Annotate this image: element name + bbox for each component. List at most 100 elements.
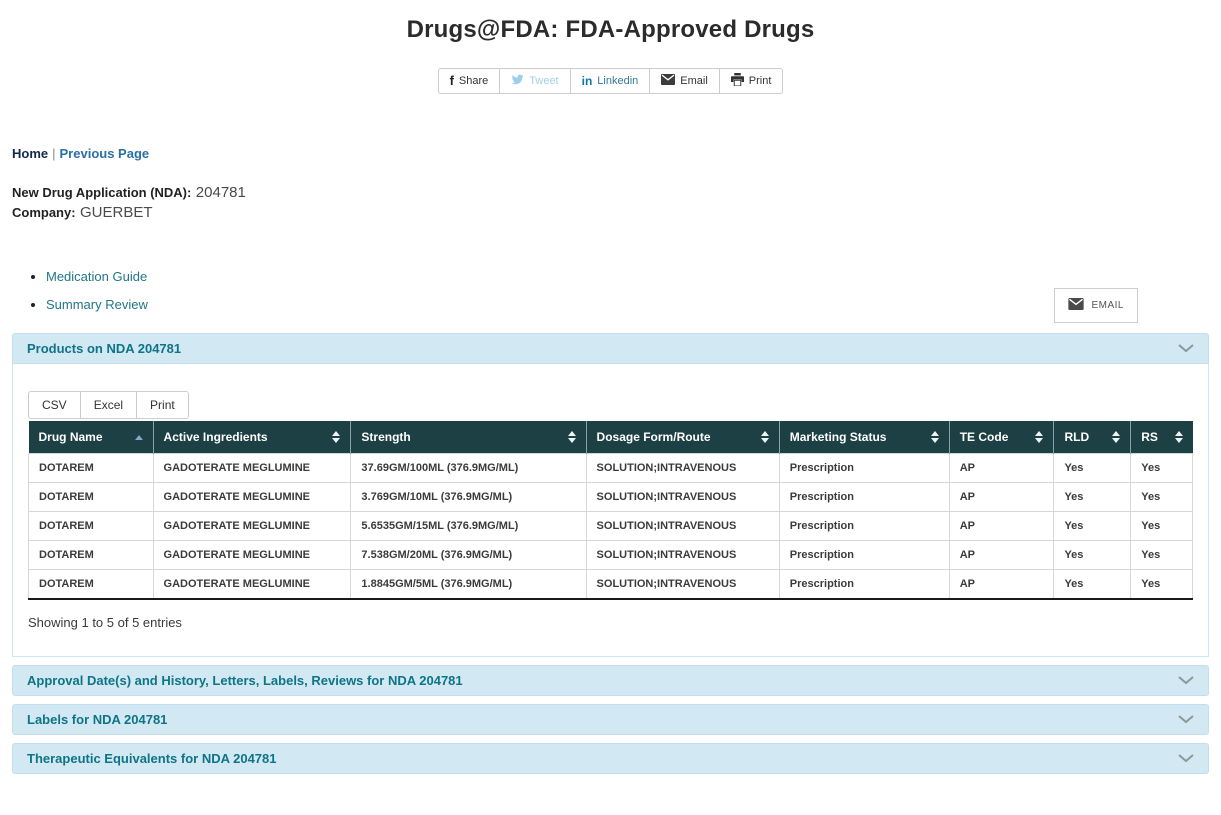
print-button-label: Print (748, 75, 772, 87)
facebook-share-button[interactable]: f Share (437, 68, 501, 94)
table-cell: SOLUTION;INTRAVENOUS (585, 482, 780, 512)
table-cell: Yes (1053, 569, 1132, 600)
export-button-group: CSV Excel Print (28, 391, 189, 419)
column-header-label: Drug Name (38, 430, 103, 444)
table-cell: Prescription (778, 569, 950, 600)
page-title: Drugs@FDA: FDA-Approved Drugs (406, 16, 815, 43)
medication-guide-link[interactable]: Medication Guide (46, 269, 148, 284)
table-cell: SOLUTION;INTRAVENOUS (585, 511, 780, 541)
table-cell: AP (948, 569, 1055, 600)
column-header-rs[interactable]: RS (1130, 421, 1193, 454)
column-header-strength[interactable]: Strength (350, 421, 587, 454)
column-header-te-code[interactable]: TE Code (949, 421, 1055, 454)
table-cell: DOTAREM (28, 511, 154, 541)
excel-export-button[interactable]: Excel (79, 391, 138, 419)
table-row: DOTAREM GADOTERATE MEGLUMINE 3.769GM/10ML … (28, 482, 1193, 512)
breadcrumb-separator: | (52, 146, 56, 161)
column-header-rld[interactable]: RLD (1053, 421, 1132, 454)
summary-review-link[interactable]: Summary Review (46, 297, 148, 312)
products-section: Products on NDA 204781 CSV Excel Print D… (12, 333, 1209, 657)
table-cell: Prescription (778, 511, 950, 541)
table-cell: 3.769GM/10ML (376.9MG/ML) (350, 482, 587, 512)
column-header-drug-name[interactable]: Drug Name (28, 421, 154, 454)
column-header-dosage-form-route[interactable]: Dosage Form/Route (586, 421, 780, 454)
linkedin-button-label: Linkedin (597, 75, 639, 87)
company-line: Company: GUERBET (12, 203, 1209, 223)
approval-history-accordion-header[interactable]: Approval Date(s) and History, Letters, L… (12, 665, 1209, 696)
column-header-active-ingredients[interactable]: Active Ingredients (153, 421, 352, 454)
linkedin-share-button[interactable]: in Linkedin (569, 68, 651, 94)
csv-export-button[interactable]: CSV (28, 391, 81, 419)
sort-icon (1035, 431, 1044, 443)
chevron-down-icon (1178, 754, 1194, 763)
products-accordion-header[interactable]: Products on NDA 204781 (12, 333, 1209, 364)
table-cell: Prescription (778, 453, 950, 483)
table-cell: GADOTERATE MEGLUMINE (152, 482, 352, 512)
table-cell: SOLUTION;INTRAVENOUS (585, 453, 780, 483)
table-cell: 5.6535GM/15ML (376.9MG/ML) (350, 511, 587, 541)
nda-line: New Drug Application (NDA): 204781 (12, 183, 1209, 203)
email-page-button-label: EMAIL (1091, 300, 1124, 311)
sort-icon (1112, 431, 1121, 443)
table-cell: DOTAREM (28, 540, 154, 570)
email-share-button[interactable]: Email (649, 68, 720, 94)
share-button-label: Share (458, 75, 489, 87)
column-header-label: TE Code (959, 430, 1009, 444)
products-panel-body: CSV Excel Print Drug Name Active Ingredie… (12, 364, 1209, 657)
sort-icon (760, 431, 769, 443)
table-cell: SOLUTION;INTRAVENOUS (585, 569, 780, 600)
chevron-down-icon (1178, 344, 1194, 353)
table-cell: Yes (1130, 569, 1193, 600)
sort-icon (1174, 431, 1183, 443)
company-value: GUERBET (80, 204, 153, 221)
tweet-button-label: Tweet (529, 75, 559, 87)
table-cell: AP (948, 511, 1055, 541)
accordion-title: Therapeutic Equivalents for NDA 204781 (27, 751, 277, 766)
list-item: Medication Guide (46, 269, 1209, 284)
document-links-list: Medication Guide Summary Review (12, 269, 1209, 312)
email-share-label: Email (680, 75, 708, 87)
twitter-icon (511, 73, 524, 89)
list-item: Summary Review (46, 297, 1209, 312)
table-row: DOTAREM GADOTERATE MEGLUMINE 7.538GM/20ML … (28, 540, 1193, 570)
breadcrumb-previous-page-link[interactable]: Previous Page (59, 146, 150, 161)
table-cell: Yes (1130, 540, 1193, 570)
table-cell: AP (948, 540, 1055, 570)
application-info: New Drug Application (NDA): 204781 Compa… (12, 183, 1209, 223)
products-table-body: DOTAREM GADOTERATE MEGLUMINE 37.69GM/100ML… (28, 453, 1193, 600)
products-table: Drug Name Active Ingredients Strength Dosag… (28, 421, 1193, 600)
column-header-label: Dosage Form/Route (596, 430, 711, 444)
column-header-marketing-status[interactable]: Marketing Status (779, 421, 950, 454)
therapeutic-equivalents-accordion-header[interactable]: Therapeutic Equivalents for NDA 204781 (12, 743, 1209, 774)
table-cell: DOTAREM (28, 569, 154, 600)
email-page-button[interactable]: EMAIL (1054, 288, 1138, 323)
sort-icon (567, 431, 576, 443)
table-cell: GADOTERATE MEGLUMINE (152, 569, 352, 600)
table-cell: DOTAREM (28, 453, 154, 483)
table-row: DOTAREM GADOTERATE MEGLUMINE 37.69GM/100ML… (28, 453, 1193, 483)
table-cell: SOLUTION;INTRAVENOUS (585, 540, 780, 570)
breadcrumb-home-link[interactable]: Home (12, 146, 49, 161)
linkedin-icon: in (581, 74, 593, 88)
table-cell: DOTAREM (28, 482, 154, 512)
chevron-down-icon (1178, 715, 1194, 724)
table-cell: Yes (1053, 511, 1132, 541)
print-export-button[interactable]: Print (136, 391, 189, 419)
table-cell: Yes (1130, 453, 1193, 483)
nda-value: 204781 (195, 184, 246, 201)
labels-accordion-header[interactable]: Labels for NDA 204781 (12, 704, 1209, 735)
table-cell: GADOTERATE MEGLUMINE (152, 540, 352, 570)
print-icon (730, 73, 744, 89)
table-cell: GADOTERATE MEGLUMINE (152, 511, 352, 541)
email-icon (661, 74, 676, 88)
sort-ascending-icon (134, 434, 143, 440)
table-row: DOTAREM GADOTERATE MEGLUMINE 5.6535GM/15ML… (28, 511, 1193, 541)
table-cell: 1.8845GM/5ML (376.9MG/ML) (350, 569, 587, 600)
column-header-label: Active Ingredients (163, 430, 268, 444)
column-header-label: Strength (361, 430, 411, 444)
print-button[interactable]: Print (718, 68, 784, 94)
tweet-button[interactable]: Tweet (499, 68, 571, 94)
breadcrumb: Home | Previous Page (12, 146, 1209, 161)
table-cell: AP (948, 453, 1055, 483)
table-cell: Yes (1053, 540, 1132, 570)
